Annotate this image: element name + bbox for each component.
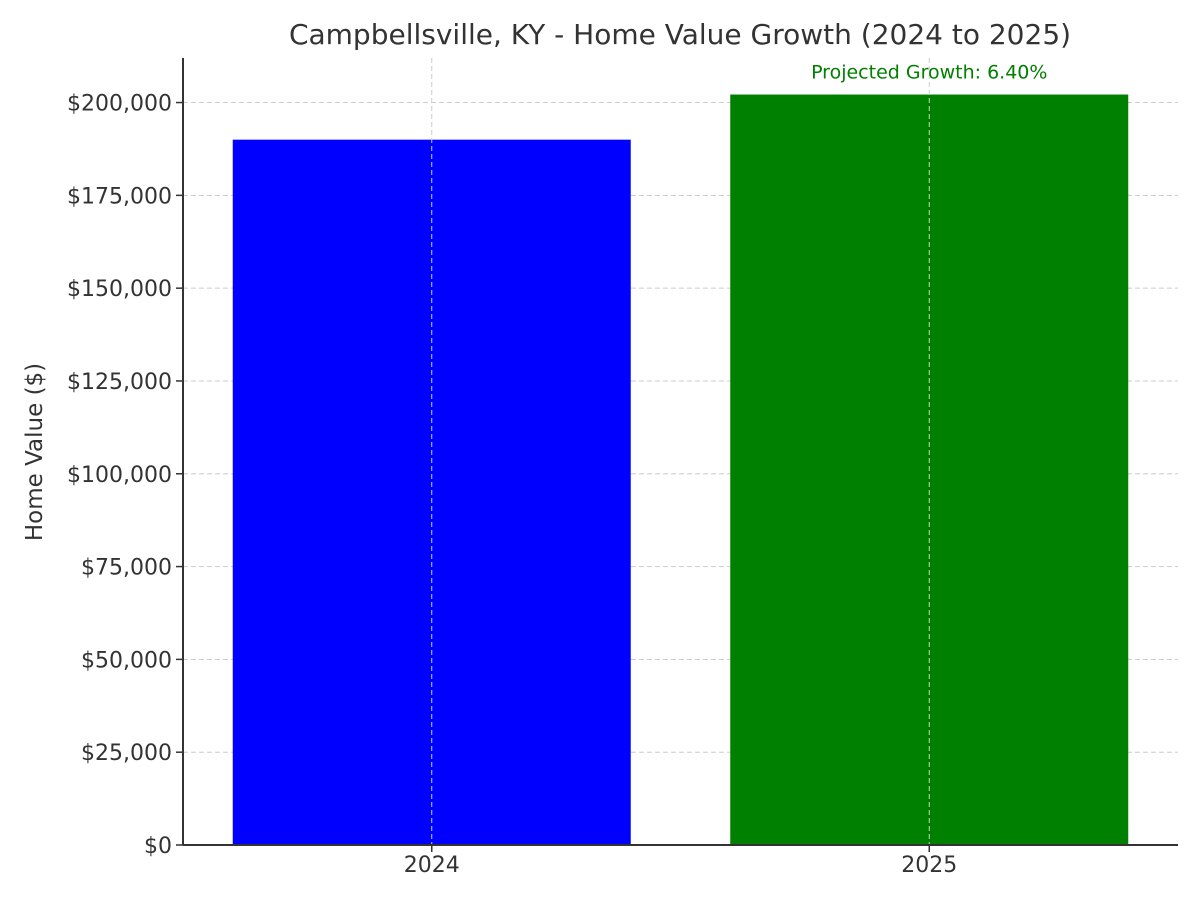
y-tick-label: $25,000 <box>81 741 172 766</box>
axes <box>176 58 1178 852</box>
y-tick-label: $0 <box>144 834 172 859</box>
x-tick-label: 2024 <box>404 853 460 878</box>
bars <box>232 94 1129 846</box>
y-tick-label: $175,000 <box>67 184 172 209</box>
y-tick-label: $200,000 <box>67 92 172 117</box>
y-tick-labels: $0 $25,000 $50,000 $75,000 $100,000 $125,000 $… <box>67 92 172 859</box>
x-tick-label: 2025 <box>901 853 957 878</box>
y-tick-label: $150,000 <box>67 277 172 302</box>
y-axis-label: Home Value ($) <box>22 363 48 541</box>
annotations: Projected Growth: 6.40% <box>811 62 1047 84</box>
y-tick-label: $50,000 <box>81 648 172 673</box>
y-tick-label: $125,000 <box>67 370 172 395</box>
chart-title: Campbellsville, KY - Home Value Growth (… <box>289 18 1071 51</box>
x-tick-labels: 2024 2025 <box>404 853 958 878</box>
y-tick-label: $100,000 <box>67 463 172 488</box>
growth-annotation: Projected Growth: 6.40% <box>811 62 1047 84</box>
y-tick-label: $75,000 <box>81 556 172 581</box>
